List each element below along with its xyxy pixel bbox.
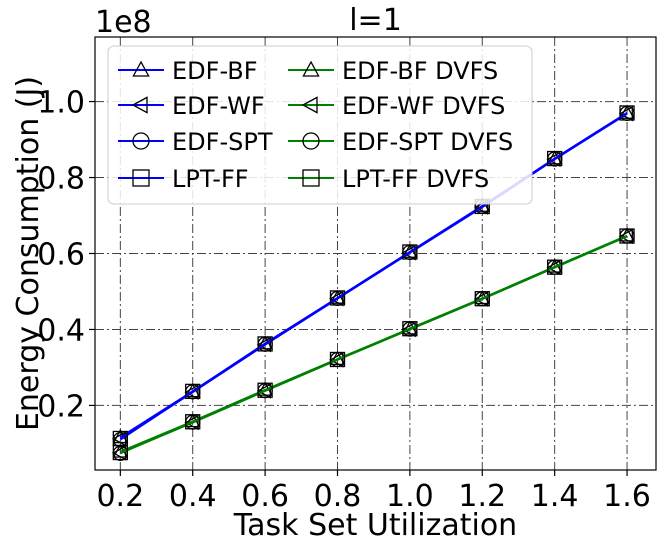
data-point xyxy=(329,352,344,368)
x-tick-label: 1.0 xyxy=(386,479,434,514)
data-point xyxy=(619,228,635,244)
data-point xyxy=(256,336,272,353)
data-point xyxy=(474,291,490,307)
y-tick-label: 0.6 xyxy=(37,238,85,273)
y-tick-label: 0.2 xyxy=(37,389,85,424)
x-tick-label: 0.6 xyxy=(241,479,289,514)
data-point xyxy=(402,244,418,260)
legend-entry: EDF-WF DVFS xyxy=(288,92,505,120)
series-layer xyxy=(111,104,635,461)
x-tick-label: 0.4 xyxy=(169,479,217,514)
series-lpt-ff-dvfs xyxy=(112,228,635,461)
axis-ticks: 0.2 0.4 0.6 0.8 1.0 1.2 1.4 1.6 0.2 0.4 0.6 0.8 1.0 xyxy=(37,86,651,514)
series-line xyxy=(119,235,628,454)
legend-marker xyxy=(301,96,318,114)
legend-label: EDF-BF xyxy=(172,57,258,85)
legend-marker xyxy=(302,60,320,77)
y-tick-label: 1.0 xyxy=(37,86,85,121)
legend-marker xyxy=(302,169,320,187)
data-point xyxy=(185,414,201,430)
data-point xyxy=(256,383,272,399)
data-point xyxy=(257,336,273,352)
legend-label: LPT-FF xyxy=(172,165,249,193)
data-point xyxy=(618,228,633,245)
data-point xyxy=(329,290,346,306)
legend-entry: LPT-FF DVFS xyxy=(288,165,489,193)
x-axis-label: Task Set Utilization xyxy=(233,508,517,543)
legend-label: EDF-WF DVFS xyxy=(342,92,505,120)
legend-label: EDF-SPT xyxy=(172,128,273,156)
legend-marker xyxy=(131,96,148,114)
legend-marker xyxy=(132,60,150,77)
data-point xyxy=(618,105,633,122)
legend-entry: EDF-SPT DVFS xyxy=(288,128,513,156)
data-point xyxy=(619,105,635,121)
legend-label: EDF-WF xyxy=(172,92,265,120)
y-axis-label: Energy Consumption (J) xyxy=(11,76,46,431)
data-point xyxy=(111,431,127,447)
legend-entry: EDF-SPT xyxy=(118,128,273,156)
x-tick-label: 1.4 xyxy=(531,479,579,514)
legend-marker xyxy=(132,132,150,150)
data-point xyxy=(401,321,416,338)
x-tick-label: 1.6 xyxy=(603,479,651,514)
data-point xyxy=(112,444,128,461)
legend-marker xyxy=(302,132,320,150)
y-axis-offset-text: 1e8 xyxy=(95,5,152,40)
data-point xyxy=(257,382,273,398)
legend-box xyxy=(107,45,533,205)
legend-entry: EDF-BF xyxy=(118,57,258,85)
data-point xyxy=(329,351,346,368)
data-point xyxy=(546,259,561,276)
legend-label: LPT-FF DVFS xyxy=(342,165,489,193)
x-tick-label: 0.2 xyxy=(96,479,144,514)
data-point xyxy=(547,259,563,275)
legend-marker xyxy=(132,169,150,187)
y-tick-label: 0.8 xyxy=(37,162,85,197)
data-point xyxy=(402,321,418,337)
data-point xyxy=(184,384,199,400)
legend-label: EDF-BF DVFS xyxy=(342,57,498,85)
x-tick-label: 0.8 xyxy=(314,479,362,514)
data-point xyxy=(547,150,563,167)
data-point xyxy=(184,414,199,431)
chart-title: l=1 xyxy=(349,3,402,38)
data-point xyxy=(401,244,416,261)
series-line xyxy=(119,112,628,440)
legend-entry: EDF-WF xyxy=(118,92,265,120)
y-tick-label: 0.4 xyxy=(37,313,85,348)
x-tick-label: 1.2 xyxy=(458,479,506,514)
legend-label: EDF-SPT DVFS xyxy=(342,128,513,156)
data-point xyxy=(185,383,201,400)
data-point xyxy=(546,151,561,168)
data-point xyxy=(473,291,489,307)
legend-entry: EDF-BF DVFS xyxy=(288,57,498,85)
data-point xyxy=(111,445,127,461)
data-point xyxy=(329,290,344,307)
legend-entry: LPT-FF xyxy=(118,165,249,193)
legend: EDF-BF EDF-WF EDF-SPT LPT-FF EDF-BF DVFS EDF-… xyxy=(107,45,533,205)
